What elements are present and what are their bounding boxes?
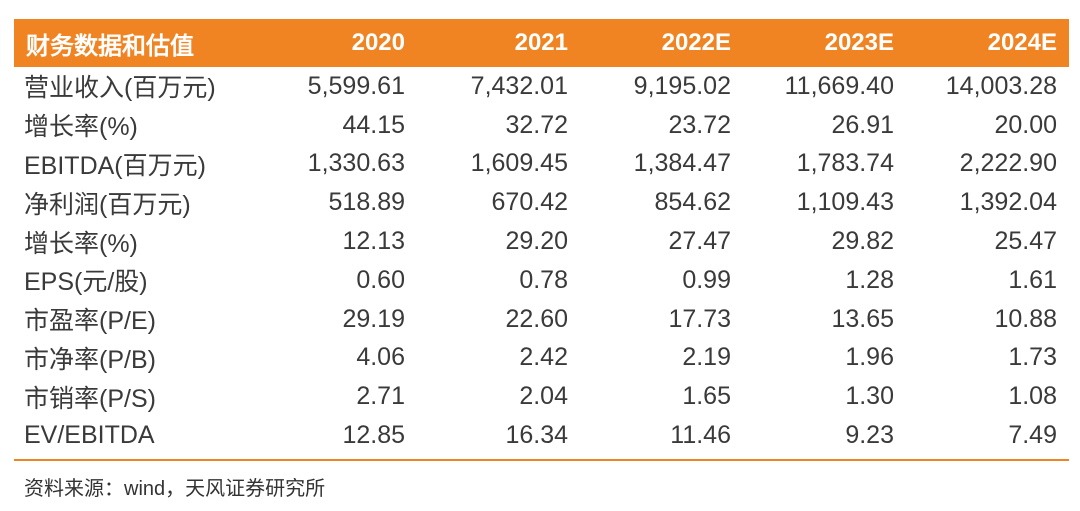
row-label: EV/EBITDA <box>24 421 155 450</box>
table-row: 市销率(P/S) 2.71 2.04 1.65 1.30 1.08 <box>14 377 1069 416</box>
table-row: 净利润(百万元) 518.89 670.42 854.62 1,109.43 1… <box>14 183 1069 222</box>
table-cell: 1,330.63 <box>307 149 405 178</box>
table-cell: 1.73 <box>1008 343 1057 372</box>
table-cell: 1,392.04 <box>959 188 1057 217</box>
table-row: 市净率(P/B) 4.06 2.42 2.19 1.96 1.73 <box>14 339 1069 378</box>
table-cell: 518.89 <box>328 188 405 217</box>
table-cell: 1,384.47 <box>633 149 731 178</box>
table-cell: 12.85 <box>342 421 405 450</box>
row-label: 增长率(%) <box>24 229 138 258</box>
table-cell: 1,783.74 <box>796 149 894 178</box>
table-cell: 1,609.45 <box>470 149 568 178</box>
table-cell: 7,432.01 <box>470 71 568 100</box>
row-label: EPS(元/股) <box>24 268 148 297</box>
table-cell: 5,599.61 <box>307 71 405 100</box>
table-cell: 11,669.40 <box>784 71 894 100</box>
table-bottom-divider <box>14 458 1069 461</box>
table-cell: 16.34 <box>505 421 568 450</box>
table-row: 增长率(%) 44.15 32.72 23.72 26.91 20.00 <box>14 106 1069 145</box>
table-cell: 13.65 <box>831 304 894 333</box>
table-cell: 0.99 <box>682 265 731 294</box>
table-cell: 25.47 <box>994 227 1057 256</box>
table-cell: 0.78 <box>519 265 568 294</box>
table-cell: 26.91 <box>831 110 894 139</box>
table-cell: 2.04 <box>519 382 568 411</box>
source-note: 资料来源：wind，天风证券研究所 <box>24 478 326 500</box>
table-row: EPS(元/股) 0.60 0.78 0.99 1.28 1.61 <box>14 261 1069 300</box>
table-cell: 1.30 <box>845 382 894 411</box>
table-cell: 1.28 <box>845 265 894 294</box>
table-cell: 12.13 <box>342 227 405 256</box>
table-row: EV/EBITDA 12.85 16.34 11.46 9.23 7.49 <box>14 416 1069 455</box>
table-cell: 17.73 <box>668 304 731 333</box>
table-cell: 1.65 <box>682 382 731 411</box>
header-year: 2023E <box>824 29 894 56</box>
row-label: 营业收入(百万元) <box>24 74 216 103</box>
table-cell: 32.72 <box>505 110 568 139</box>
table-cell: 29.82 <box>831 227 894 256</box>
table-cell: 854.62 <box>654 188 731 217</box>
table-header-row: 财务数据和估值 2020 2021 2022E 2023E 2024E <box>14 19 1069 67</box>
table-cell: 2.71 <box>356 382 405 411</box>
row-label: 净利润(百万元) <box>24 190 191 219</box>
row-label: 市净率(P/B) <box>24 345 156 374</box>
table-row: 营业收入(百万元) 5,599.61 7,432.01 9,195.02 11,… <box>14 67 1069 106</box>
header-year: 2020 <box>351 29 405 56</box>
table-cell: 27.47 <box>668 227 731 256</box>
table-cell: 44.15 <box>342 110 405 139</box>
table-cell: 23.72 <box>668 110 731 139</box>
table-cell: 9,195.02 <box>633 71 731 100</box>
table-cell: 1.61 <box>1008 265 1057 294</box>
header-year: 2024E <box>987 29 1057 56</box>
table-cell: 9.23 <box>845 421 894 450</box>
table-cell: 14,003.28 <box>945 71 1057 100</box>
table-cell: 1.96 <box>845 343 894 372</box>
table-row: 市盈率(P/E) 29.19 22.60 17.73 13.65 10.88 <box>14 300 1069 339</box>
table-cell: 29.19 <box>342 304 405 333</box>
table-cell: 11.46 <box>670 421 731 450</box>
table-cell: 1,109.43 <box>796 188 894 217</box>
row-label: 增长率(%) <box>24 113 138 142</box>
table-cell: 2,222.90 <box>959 149 1057 178</box>
table-cell: 670.42 <box>491 188 568 217</box>
financial-table-container: 财务数据和估值 2020 2021 2022E 2023E 2024E 营业收入… <box>14 19 1069 461</box>
table-cell: 20.00 <box>994 110 1057 139</box>
table-cell: 29.20 <box>505 227 568 256</box>
table-row: 增长率(%) 12.13 29.20 27.47 29.82 25.47 <box>14 222 1069 261</box>
table-cell: 2.42 <box>519 343 568 372</box>
header-label: 财务数据和估值 <box>26 32 194 60</box>
table-cell: 2.19 <box>682 343 731 372</box>
financial-valuation-table: 财务数据和估值 2020 2021 2022E 2023E 2024E 营业收入… <box>14 19 1069 455</box>
table-cell: 7.49 <box>1008 421 1057 450</box>
row-label: 市销率(P/S) <box>24 384 156 413</box>
table-cell: 22.60 <box>505 304 568 333</box>
table-cell: 0.60 <box>356 265 405 294</box>
row-label: 市盈率(P/E) <box>24 307 156 336</box>
table-row: EBITDA(百万元) 1,330.63 1,609.45 1,384.47 1… <box>14 145 1069 184</box>
table-cell: 4.06 <box>356 343 405 372</box>
table-cell: 1.08 <box>1008 382 1057 411</box>
header-year: 2022E <box>661 29 731 56</box>
table-cell: 10.88 <box>994 304 1057 333</box>
row-label: EBITDA(百万元) <box>24 151 206 180</box>
header-year: 2021 <box>514 29 568 56</box>
